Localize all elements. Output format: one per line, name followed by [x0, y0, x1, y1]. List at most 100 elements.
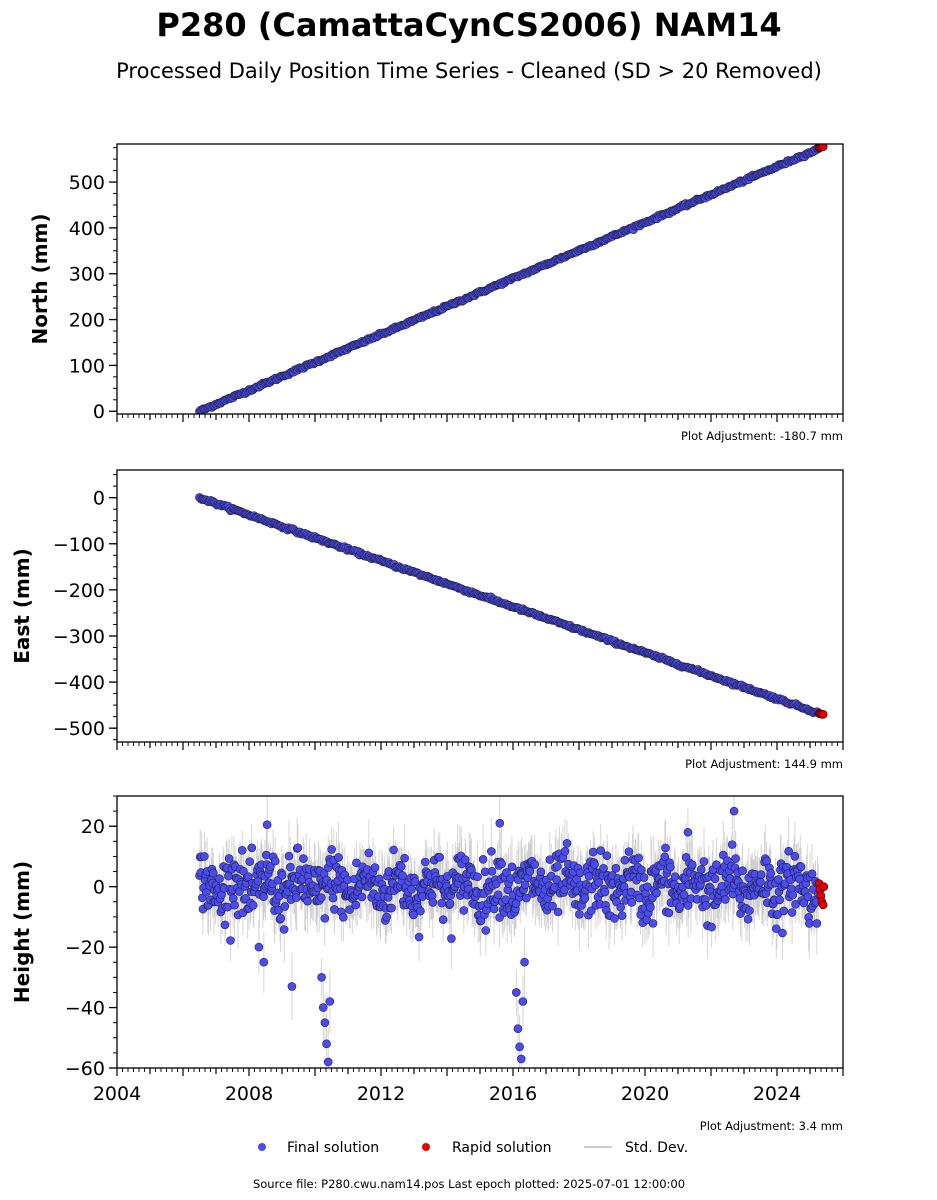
- final-point: [575, 909, 584, 919]
- final-point: [646, 903, 655, 912]
- final-point: [493, 890, 503, 900]
- final-point: [699, 857, 709, 866]
- y-tick-label: −60: [65, 1058, 105, 1080]
- final-point: [274, 905, 283, 915]
- final-point: [665, 862, 675, 872]
- rapid-point: [819, 882, 829, 891]
- final-point: [575, 868, 585, 878]
- final-point: [731, 854, 740, 863]
- final-point: [580, 893, 590, 903]
- final-point: [707, 922, 716, 932]
- final-point: [687, 860, 697, 870]
- y-tick-label: 0: [93, 488, 105, 510]
- legend-std-label: Std. Dev.: [625, 1140, 688, 1156]
- final-point: [624, 847, 634, 856]
- final-point: [584, 871, 594, 881]
- final-point: [790, 851, 800, 861]
- final-point: [502, 868, 511, 877]
- final-point: [620, 855, 630, 865]
- final-point: [460, 855, 470, 864]
- final-point: [525, 867, 535, 876]
- y-axis: 20 0 −20 −40 −60: [65, 795, 117, 1080]
- final-point: [262, 820, 272, 830]
- final-point: [445, 899, 455, 908]
- final-point: [200, 852, 209, 861]
- final-point: [602, 851, 612, 860]
- x-tick-label: 2012: [357, 1083, 405, 1105]
- final-point: [287, 982, 297, 991]
- final-point: [327, 845, 336, 854]
- final-point: [796, 862, 806, 872]
- x-tick-label: 2020: [621, 1083, 669, 1105]
- final-point: [791, 900, 800, 909]
- y-tick-label: −100: [53, 534, 105, 556]
- final-point: [473, 872, 482, 882]
- y-tick-label: 300: [69, 264, 105, 286]
- legend: Final solution Rapid solution Std. Dev.: [258, 1140, 688, 1156]
- plot-area: [195, 144, 828, 414]
- final-point: [586, 906, 596, 916]
- final-point: [520, 957, 529, 967]
- plot-area: [195, 796, 829, 1068]
- final-point: [303, 896, 312, 906]
- y-tick-label: 200: [69, 310, 105, 332]
- final-point: [548, 901, 557, 911]
- final-point: [237, 845, 247, 855]
- final-point: [387, 903, 396, 913]
- final-point: [562, 838, 572, 848]
- final-point: [807, 869, 817, 879]
- final-point: [596, 846, 606, 855]
- final-point: [318, 1003, 328, 1012]
- panel-3: 20 0 −20 −40 −60 2004 2008 2012 2016 2020 2024 Heig…: [10, 795, 844, 1133]
- final-point: [617, 911, 627, 921]
- final-point: [788, 890, 798, 900]
- final-point: [530, 860, 539, 869]
- panel-1: 0 100 200 300 400 500 North (mm) Plot Adjustmen…: [28, 143, 844, 443]
- final-point: [382, 912, 392, 922]
- x-axis: [116, 742, 844, 750]
- final-point: [643, 882, 652, 892]
- final-point: [247, 843, 257, 853]
- final-point: [812, 919, 822, 928]
- final-point: [648, 919, 658, 928]
- x-axis: 2004 2008 2012 2016 2020 2024: [93, 1068, 844, 1105]
- final-point: [771, 924, 781, 933]
- final-point: [627, 898, 637, 907]
- final-point: [721, 895, 730, 904]
- final-point: [226, 936, 235, 945]
- y-axis-label: Height (mm): [10, 861, 34, 1003]
- final-point: [675, 902, 685, 911]
- final-point: [410, 877, 420, 886]
- y-tick-label: −300: [53, 626, 105, 648]
- final-point: [745, 906, 754, 915]
- final-point: [637, 865, 646, 875]
- x-axis: [116, 414, 844, 422]
- x-tick-label: 2024: [753, 1083, 801, 1105]
- y-axis: 0 −100 −200 −300 −400 −500: [53, 474, 117, 741]
- final-point: [712, 860, 721, 869]
- y-tick-label: −40: [65, 998, 105, 1020]
- final-point: [328, 893, 338, 903]
- rapid-solution-points: [814, 879, 829, 910]
- final-point: [370, 863, 380, 872]
- x-tick-label: 2016: [489, 1083, 537, 1105]
- final-point: [299, 854, 308, 863]
- final-point: [447, 934, 456, 943]
- final-point: [552, 875, 562, 885]
- final-point: [701, 901, 711, 910]
- final-point: [245, 857, 255, 866]
- y-axis: 0 100 200 300 400 500: [69, 147, 117, 423]
- final-point: [594, 878, 603, 887]
- final-point: [357, 892, 367, 902]
- final-point: [778, 928, 787, 938]
- final-point: [259, 892, 268, 902]
- x-tick-label: 2004: [93, 1083, 141, 1105]
- final-point: [664, 908, 674, 918]
- final-point: [588, 847, 598, 857]
- final-point: [215, 874, 224, 883]
- y-tick-label: 20: [81, 816, 105, 838]
- final-point: [320, 914, 330, 923]
- final-point: [652, 888, 661, 898]
- final-point: [345, 905, 354, 914]
- final-point: [616, 902, 626, 912]
